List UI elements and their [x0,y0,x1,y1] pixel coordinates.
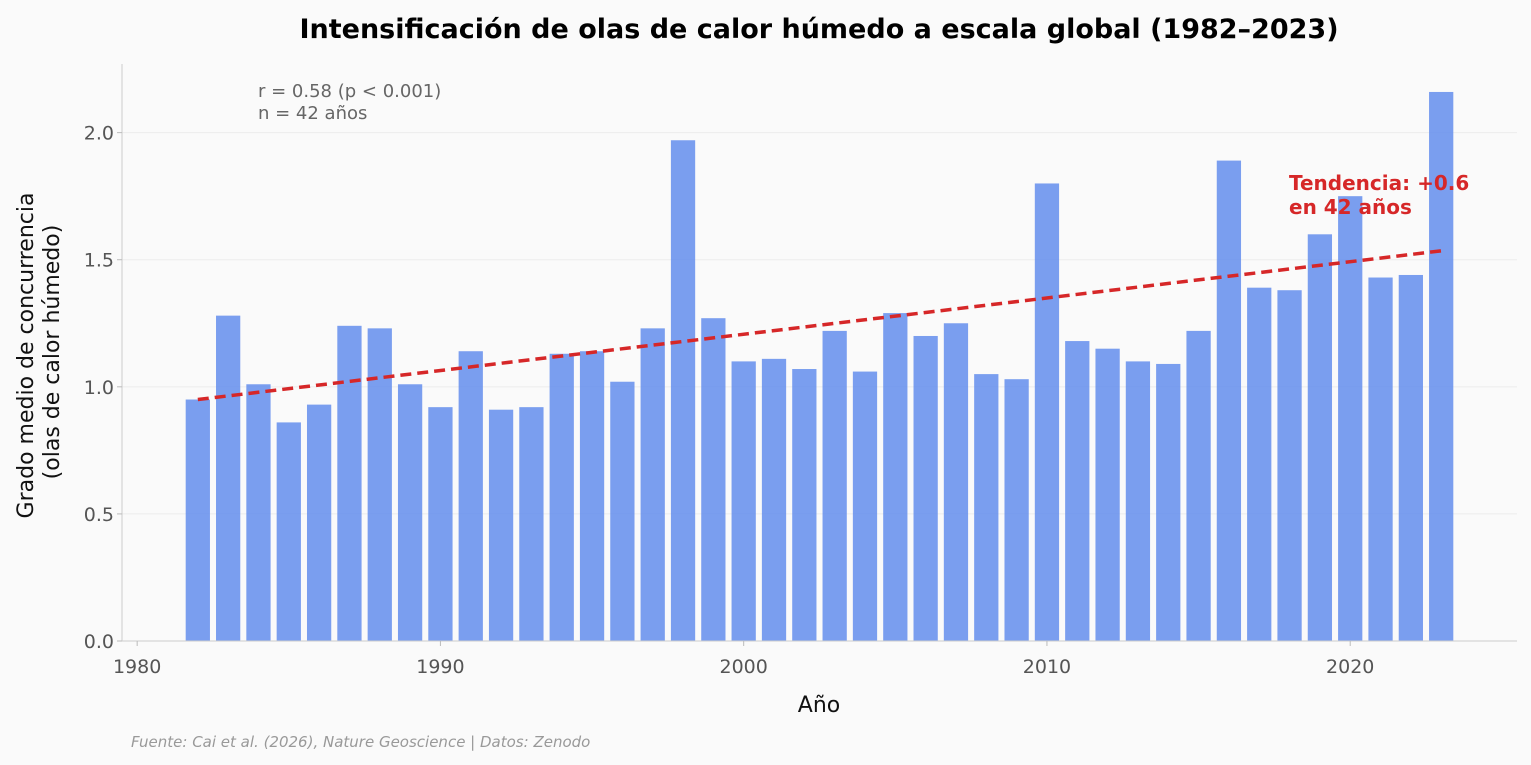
bar [1429,91,1454,642]
bar [943,323,969,641]
bar [306,404,332,641]
x-tick-label: 2000 [720,656,768,678]
y-tick-label: 2.0 [84,123,114,145]
stats-r-annotation: r = 0.58 (p < 0.001) [258,81,441,102]
bar [640,328,665,641]
bar [1277,290,1302,641]
bar [1398,274,1423,641]
bar [185,399,210,641]
stats-n-annotation: n = 42 años [258,103,367,124]
y-axis-label: Grado medio de concurrencia (olas de cal… [14,186,65,519]
bar [1004,379,1029,641]
x-tick-label: 1980 [113,656,161,678]
bar [1065,341,1090,641]
bar [852,371,878,641]
bar [1095,348,1120,641]
bar [822,330,847,641]
bar [1125,361,1151,641]
bar [1247,287,1272,641]
bar [246,384,271,641]
bar [913,335,938,641]
x-tick-label: 2020 [1326,656,1374,678]
bar [1034,183,1060,641]
bar [792,369,817,641]
bar [610,381,635,641]
bar [731,361,756,641]
bar [488,409,514,641]
bar [549,353,574,641]
bar [883,313,908,641]
bars [185,91,1454,642]
bar [1216,160,1242,641]
bar [1156,363,1181,641]
y-axis-label-line1: Grado medio de concurrencia [14,193,39,519]
bar [1307,234,1333,642]
trend-line [197,249,1442,402]
bar [276,422,301,641]
bar [458,351,483,641]
y-tick-label: 1.0 [84,377,114,399]
bar [397,384,423,641]
x-tick-label: 1990 [416,656,464,678]
bar [1338,196,1363,641]
bar [337,325,362,641]
y-ticks: 0.0 0.5 1.0 1.5 2.0 [84,123,122,653]
trend-label-line1: Tendencia: +0.6 [1289,171,1469,195]
bar [579,351,605,641]
y-tick-label: 0.5 [84,504,114,526]
x-ticks: 1980 1990 2000 2010 2020 [113,641,1374,678]
bar [216,315,241,641]
bar [670,140,696,642]
x-axis-label: Año [798,693,840,718]
source-note: Fuente: Cai et al. (2026), Nature Geosci… [131,733,590,751]
bar [428,407,453,641]
bar [974,374,999,641]
bar [761,358,787,641]
trend-label-line2: en 42 años [1289,195,1412,219]
x-tick-label: 2010 [1023,656,1071,678]
chart-title: Intensificación de olas de calor húmedo … [299,14,1338,45]
y-tick-label: 0.0 [84,631,114,653]
bar [701,318,726,641]
y-axis-label-line2: (olas de calor húmedo) [40,225,65,480]
y-tick-label: 1.5 [84,250,114,272]
bar [519,407,544,641]
bar [1186,330,1211,641]
bar [1368,277,1393,641]
